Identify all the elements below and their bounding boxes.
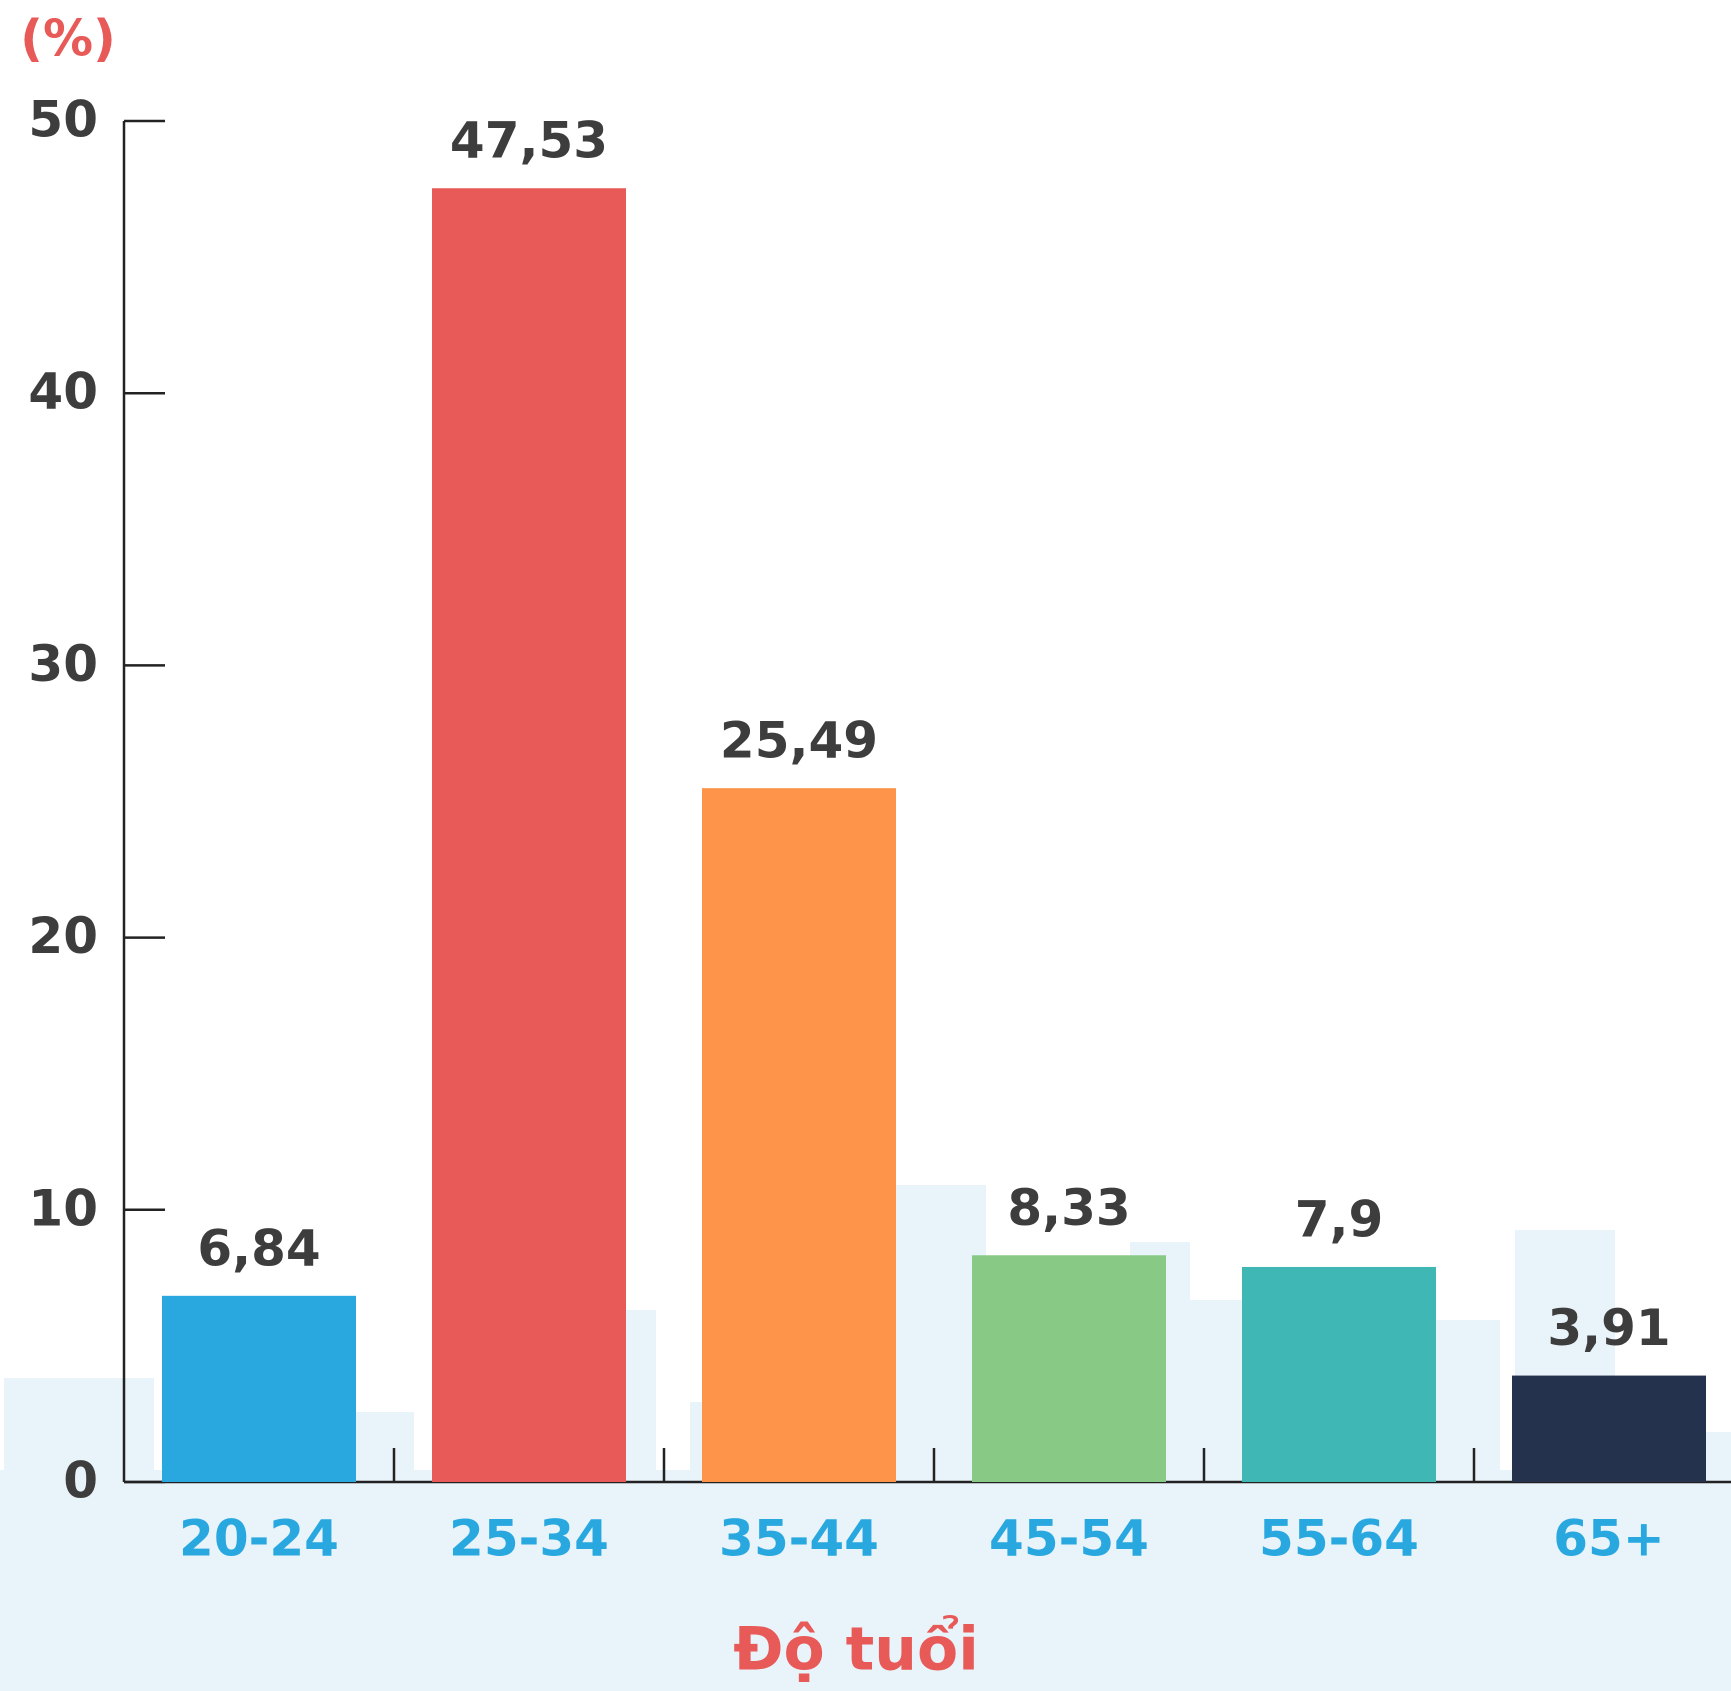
value-label: 8,33: [1007, 1179, 1130, 1237]
bar: [432, 188, 626, 1482]
skyline-background: [0, 1185, 1731, 1691]
value-label: 3,91: [1547, 1299, 1670, 1357]
y-tick-label: 30: [28, 635, 98, 693]
bar: [972, 1255, 1166, 1482]
value-label: 25,49: [720, 712, 878, 770]
x-tick-label: 35-44: [719, 1510, 879, 1568]
value-label: 7,9: [1295, 1190, 1384, 1248]
x-tick-label: 45-54: [989, 1510, 1149, 1568]
y-tick-label: 0: [63, 1452, 98, 1510]
y-tick-label: 50: [28, 91, 98, 149]
bar: [1512, 1375, 1706, 1482]
bar: [1242, 1266, 1436, 1482]
bar: [702, 788, 896, 1482]
value-label: 6,84: [197, 1219, 320, 1277]
value-label: 47,53: [450, 112, 608, 170]
x-axis-title: Độ tuổi: [733, 1614, 979, 1685]
x-tick-label: 25-34: [449, 1510, 609, 1568]
x-tick-label: 20-24: [179, 1510, 339, 1568]
y-tick-label: 20: [28, 907, 98, 965]
y-tick-label: 40: [28, 363, 98, 421]
x-tick-label: 65+: [1553, 1510, 1664, 1568]
unit-label: (%): [20, 10, 116, 68]
bar: [162, 1295, 356, 1482]
x-tick-label: 55-64: [1259, 1510, 1419, 1568]
y-tick-label: 10: [28, 1179, 98, 1237]
